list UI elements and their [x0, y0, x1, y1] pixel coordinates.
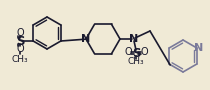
Text: O: O — [16, 28, 24, 38]
Text: N: N — [129, 33, 139, 43]
Text: O: O — [140, 47, 148, 57]
Text: S: S — [16, 34, 24, 48]
Text: O: O — [16, 44, 24, 54]
Text: CH₃: CH₃ — [128, 58, 144, 67]
Text: N: N — [81, 33, 91, 43]
Text: O: O — [124, 47, 132, 57]
Text: N: N — [194, 43, 203, 53]
Text: CH₃: CH₃ — [12, 55, 29, 64]
Text: S: S — [132, 47, 140, 59]
